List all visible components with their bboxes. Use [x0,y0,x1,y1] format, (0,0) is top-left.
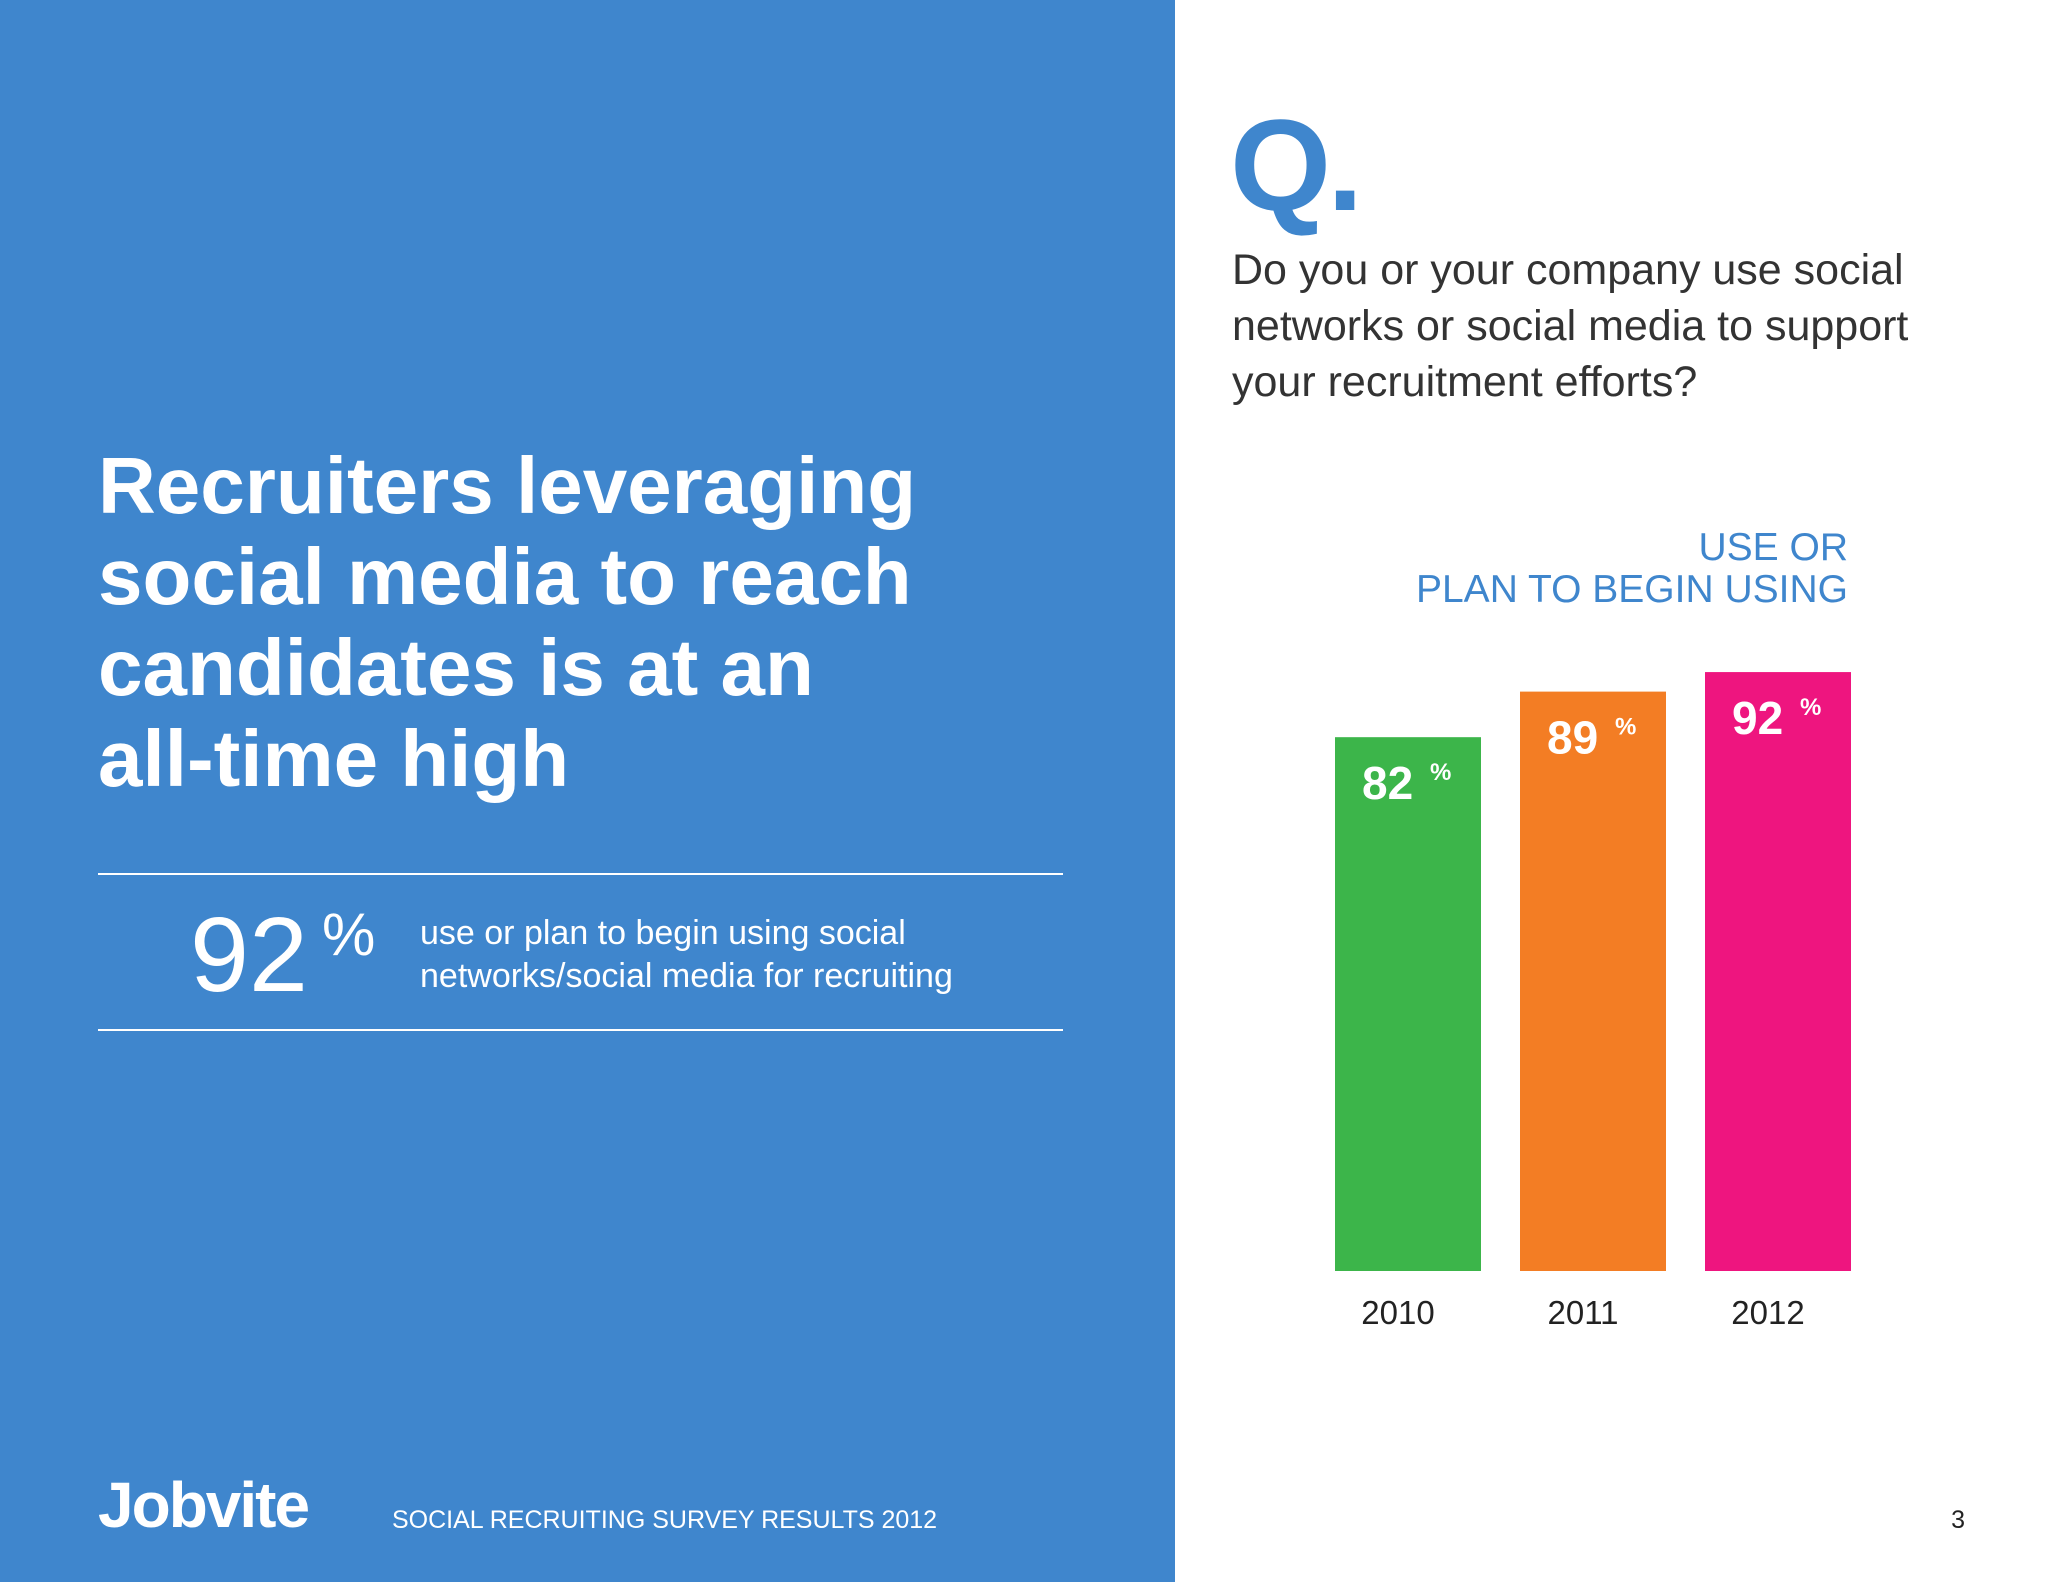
bar-chart: 82 % 2010 89 % 2011 92 % 2012 [1335,672,1851,1331]
question-mark-heading: Q. [1230,92,1363,238]
data-label-unit-2012: % [1800,694,1821,721]
bar-2012 [1705,672,1851,1271]
chart-title-line: PLAN TO BEGIN USING [1415,568,1848,611]
question-line: networks or social media to support [1232,302,1909,350]
headline-line: Recruiters leveraging [98,441,917,530]
data-label-unit-2010: % [1430,759,1451,786]
stat-unit: % [322,901,376,968]
data-label-2012: 92 [1732,692,1783,744]
data-label-2010: 82 [1362,757,1413,809]
left-panel [0,0,1175,1582]
stat-description: use or plan to begin using social networ… [420,912,1040,998]
x-tick-label-2010: 2010 [1361,1294,1434,1331]
question-line: Do you or your company use social [1232,246,1904,294]
stat-description-line: networks/social media for recruiting [420,957,953,995]
x-tick-label-2011: 2011 [1548,1294,1619,1331]
jobvite-logo: Jobvite [98,1469,310,1541]
stat-description-line: use or plan to begin using social [420,914,906,952]
headline-line: social media to reach [98,532,912,621]
stat-value: 92 [190,896,308,1014]
stat-divider-bottom [98,1029,1063,1031]
footer-title: SOCIAL RECRUITING SURVEY RESULTS 2012 [392,1506,938,1534]
x-tick-label-2012: 2012 [1731,1294,1804,1331]
headline: Recruiters leveraging social media to re… [98,440,1118,804]
data-label-unit-2011: % [1615,714,1636,741]
chart-title-line: USE OR [1698,526,1848,569]
question-text: Do you or your company use social networ… [1232,242,1972,410]
bar-2011 [1520,691,1666,1271]
page-number: 3 [1951,1506,1965,1534]
headline-emphasis: all-time high [98,714,570,803]
data-label-2011: 89 [1547,712,1598,764]
bar-2010 [1335,737,1481,1271]
chart-title: USE OR PLAN TO BEGIN USING [1248,527,1848,611]
headline-line: candidates is at an [98,623,814,712]
question-line: your recruitment efforts? [1232,358,1698,406]
stat-divider-top [98,873,1063,875]
